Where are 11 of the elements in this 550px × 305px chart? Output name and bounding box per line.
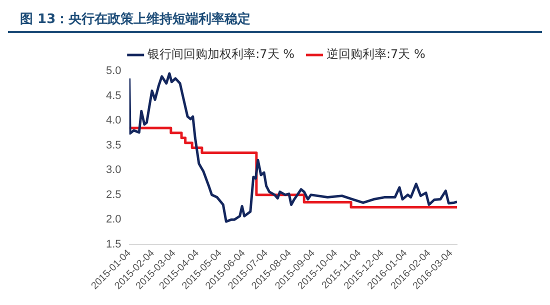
y-tick-label: 4.0: [106, 114, 122, 127]
y-tick-label: 5.0: [106, 65, 122, 78]
y-tick-label: 3.5: [106, 139, 122, 152]
y-tick-label: 4.5: [106, 90, 122, 102]
y-tick-label: 2.5: [106, 188, 122, 201]
y-tick-label: 2.0: [106, 214, 122, 226]
legend-label: 银行间回购加权利率:7天 %: [146, 47, 295, 62]
legend-label: 逆回购利率:7天 %: [326, 47, 426, 62]
y-tick-label: 1.5: [106, 238, 122, 250]
y-tick-label: 3.0: [106, 164, 122, 176]
chart-title: 图 13：央行在政策上维持短端利率稳定: [8, 8, 542, 33]
